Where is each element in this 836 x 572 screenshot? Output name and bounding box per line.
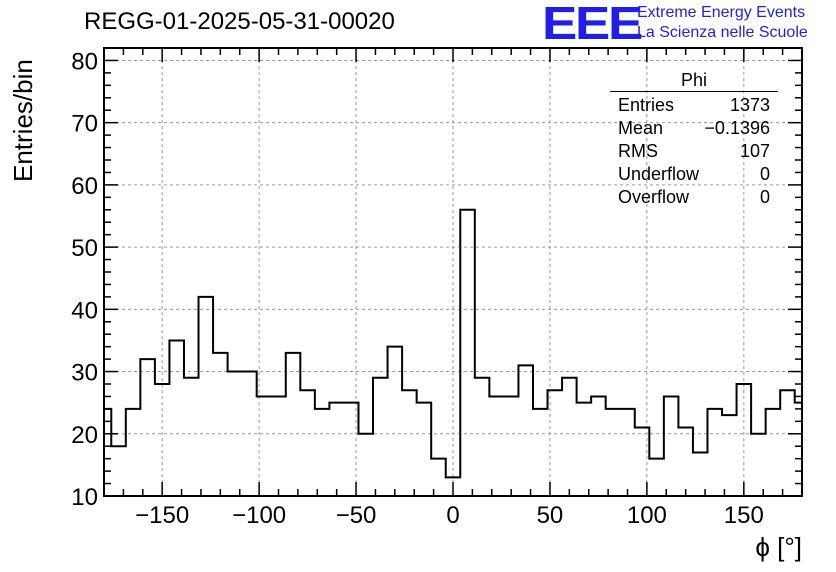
stats-box: Phi Entries 1373 Mean −0.1396 RMS 107 Un… [610, 70, 778, 209]
histogram-bin [577, 403, 592, 496]
logo-caption: Extreme Energy Events La Scienza nelle S… [637, 3, 808, 43]
y-tick-label: 30 [71, 360, 98, 387]
histogram-series [103, 208, 803, 496]
histogram-bin [475, 378, 490, 496]
histogram-bin [228, 372, 243, 496]
histogram-bin [199, 297, 214, 496]
histogram-bin [242, 372, 257, 496]
histogram-bin [504, 396, 519, 496]
histogram-bin [707, 409, 722, 496]
stats-value: 1373 [729, 95, 770, 115]
x-tick-label: −50 [336, 502, 377, 529]
stats-label: Mean [618, 118, 664, 138]
stats-value: 107 [739, 141, 770, 161]
chart-title: REGG-01-2025-05-31-00020 [84, 8, 395, 35]
stats-name: Phi [610, 70, 778, 92]
stats-value: 0 [759, 164, 770, 184]
histogram-bin [548, 390, 563, 496]
y-tick-label: 60 [71, 173, 98, 200]
y-tick-label: 80 [71, 48, 98, 75]
histogram-bin [402, 390, 417, 496]
x-tick-label: 150 [724, 502, 764, 529]
y-tick-label: 70 [71, 111, 98, 138]
histogram-bin [388, 347, 403, 496]
histogram-bin [140, 359, 155, 496]
histogram-bin [257, 396, 272, 496]
stats-label: Underflow [618, 164, 700, 184]
stats-row-mean: Mean −0.1396 [610, 117, 778, 140]
histogram-bin [286, 353, 301, 496]
histogram-bin [620, 409, 635, 496]
histogram-bin [358, 434, 373, 496]
histogram-bin [518, 365, 533, 496]
y-tick-label: 10 [71, 484, 98, 511]
y-axis-label: Entries/bin [8, 59, 38, 182]
histogram-bin [489, 396, 504, 496]
stats-value: −0.1396 [704, 118, 770, 138]
histogram-bin [649, 459, 664, 496]
histogram-bin [329, 403, 344, 496]
x-tick-label: 50 [537, 502, 564, 529]
x-tick-label: 0 [446, 502, 459, 529]
histogram-bin [606, 409, 621, 496]
histogram-bin [533, 409, 548, 496]
stats-label: Overflow [618, 187, 690, 207]
histogram-bin [722, 415, 737, 496]
eee-logo: EEE [542, 0, 643, 49]
histogram-bin [766, 409, 781, 496]
histogram-bin [373, 378, 388, 496]
stats-value: 0 [759, 187, 770, 207]
y-tick-label: 50 [71, 235, 98, 262]
histogram-bin [169, 340, 184, 496]
logo-line-1: Extreme Energy Events [637, 4, 806, 21]
histogram-bin [678, 428, 693, 496]
histogram-bin [300, 390, 315, 496]
histogram-bin [155, 384, 170, 496]
histogram-bin [111, 446, 126, 496]
histogram-bin [795, 403, 802, 496]
stats-row-underflow: Underflow 0 [610, 163, 778, 186]
histogram-bin [126, 409, 141, 496]
histogram-bin [562, 378, 577, 496]
histogram-bin [315, 409, 330, 496]
y-tick-label: 20 [71, 422, 98, 449]
histogram-bin [271, 396, 286, 496]
logo-line-2: La Scienza nelle Scuole [637, 24, 808, 41]
y-tick-label: 40 [71, 297, 98, 324]
histogram-bin [737, 384, 752, 496]
stats-label: RMS [618, 141, 658, 161]
x-tick-label: −100 [232, 502, 286, 529]
stats-row-entries: Entries 1373 [610, 94, 778, 117]
histogram-bin [184, 378, 199, 496]
histogram-bin [751, 434, 766, 496]
histogram-bin [591, 396, 606, 496]
histogram-bin [664, 396, 679, 496]
histogram-bin [417, 403, 432, 496]
x-tick-label: 100 [627, 502, 667, 529]
histogram-bin [460, 210, 475, 496]
stats-row-rms: RMS 107 [610, 140, 778, 163]
x-axis-label: ϕ [°] [755, 532, 802, 562]
stats-label: Entries [618, 95, 675, 115]
x-tick-label: −150 [135, 502, 189, 529]
histogram-bin [780, 390, 795, 496]
histogram-bin [213, 353, 228, 496]
stats-row-overflow: Overflow 0 [610, 186, 778, 209]
